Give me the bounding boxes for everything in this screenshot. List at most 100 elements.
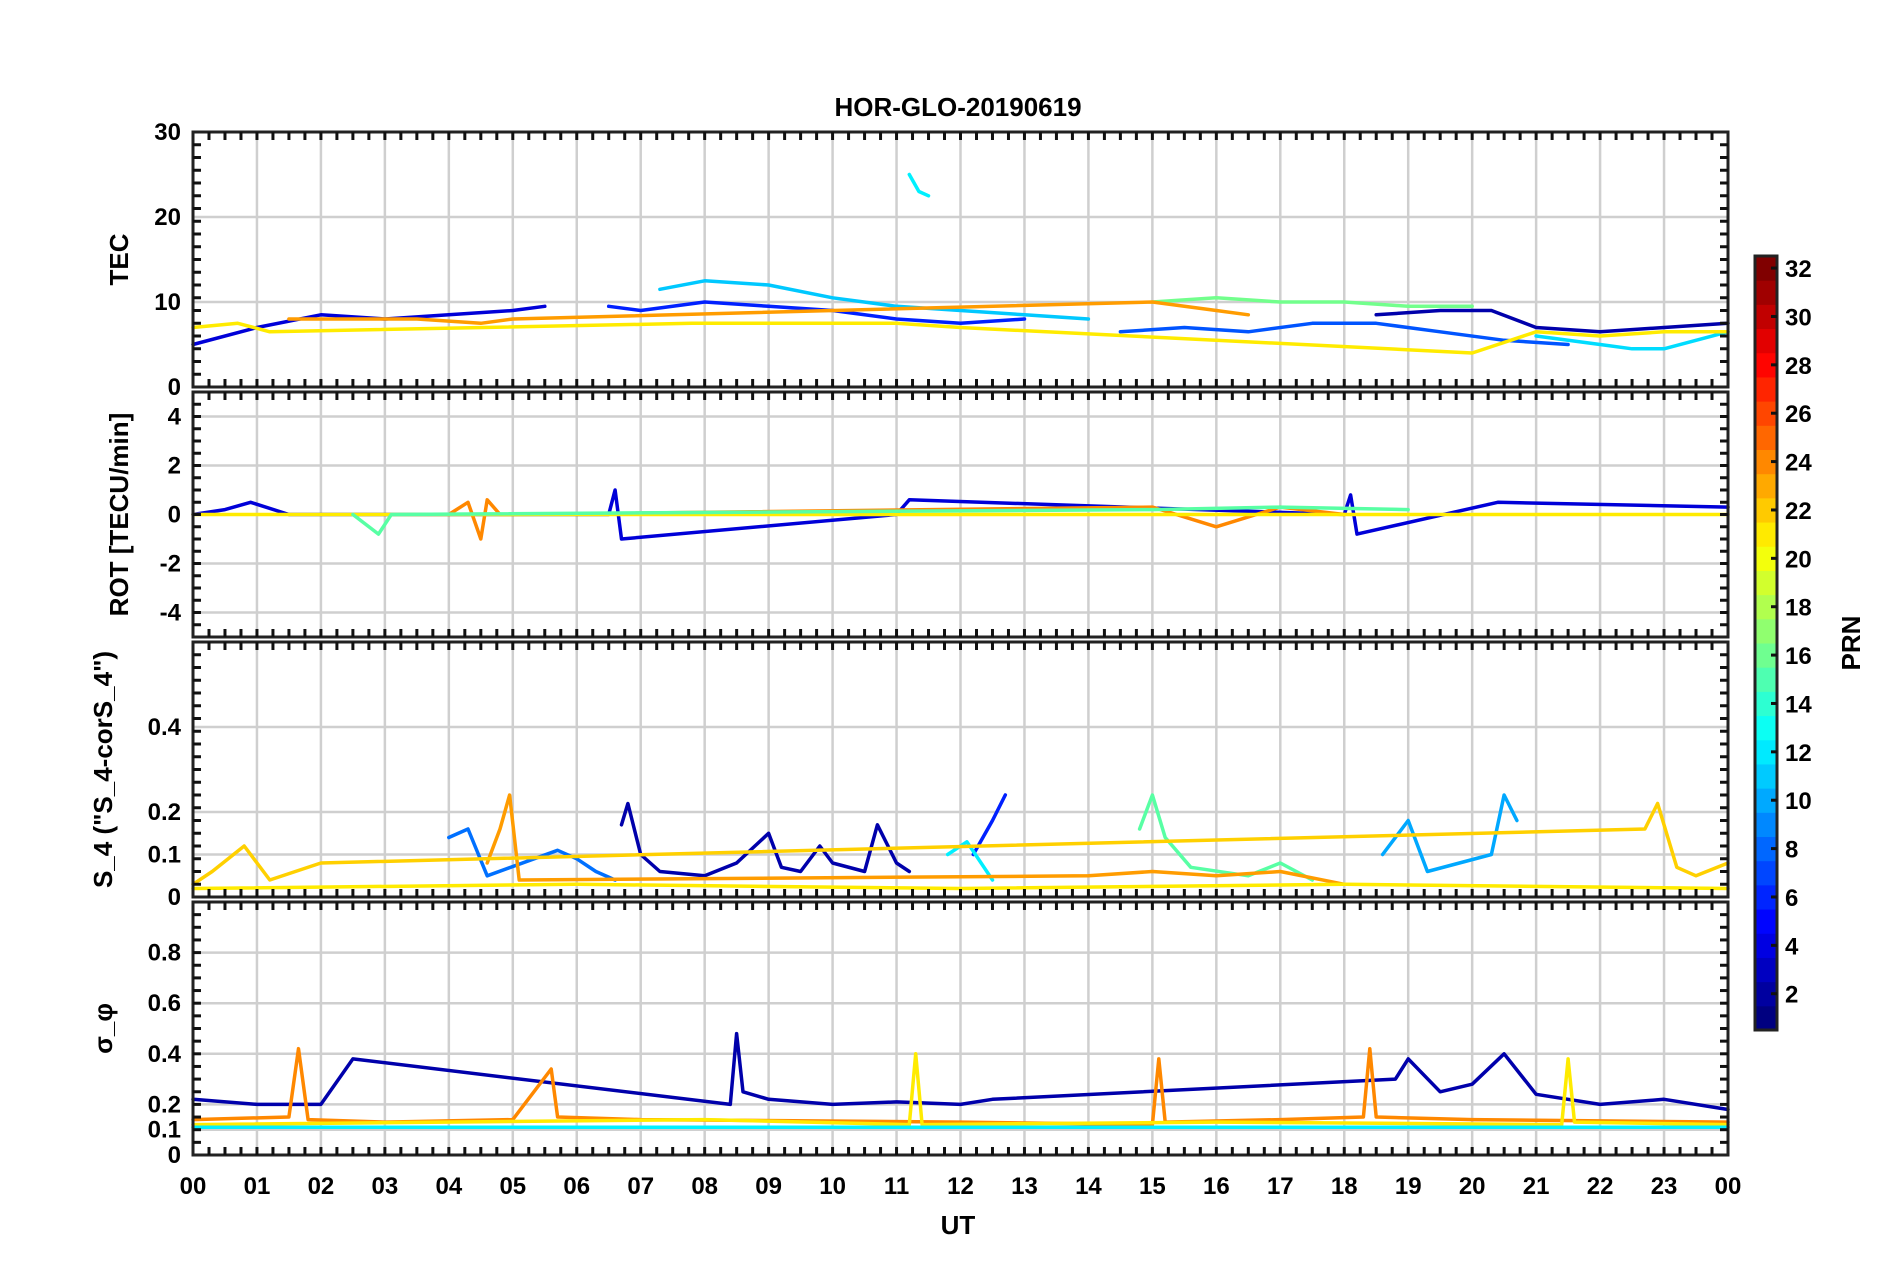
colorbar-tick-label: 6 [1785, 885, 1798, 912]
colorbar-label: PRN [1836, 616, 1866, 671]
x-tick-label: 12 [947, 1173, 974, 1200]
colorbar-tick-label: 28 [1785, 353, 1812, 380]
colorbar-tick-label: 10 [1785, 788, 1812, 815]
y-axis-label: ROT [TECU/min] [104, 413, 134, 617]
colorbar-swatch [1755, 522, 1777, 547]
series-prn-23 [191, 1046, 1730, 1127]
x-tick-label: 05 [499, 1173, 526, 1200]
y-tick-label: 0.4 [148, 714, 182, 741]
y-tick-label: 20 [154, 204, 181, 231]
x-tick-label: 06 [563, 1173, 590, 1200]
series-prn-13 [945, 840, 995, 882]
x-tick-label: 00 [1715, 1173, 1742, 1200]
x-tick-label: 18 [1331, 1173, 1358, 1200]
panel-s4: 0 0.1 0.2 0.4 S_4 ("S_4-corS_4") [88, 640, 1730, 911]
series-prn-2 [619, 801, 912, 878]
colorbar-swatch [1755, 618, 1777, 644]
colorbar-tick-label: 32 [1785, 256, 1812, 283]
y-tick-label: 4 [168, 404, 182, 431]
colorbar-tick-label: 24 [1785, 450, 1812, 477]
y-axis-label: S_4 ("S_4-corS_4") [88, 651, 118, 888]
colorbar-swatch [1755, 884, 1777, 910]
colorbar-tick-label: 18 [1785, 595, 1812, 622]
y-tick-label: 0 [168, 374, 181, 401]
y-tick-label: 10 [154, 289, 181, 316]
y-axis-label: σ_φ [88, 1003, 118, 1054]
colorbar-tick-label: 4 [1785, 933, 1799, 960]
series-prn-13 [907, 172, 931, 198]
series-prn-20 [191, 882, 1730, 891]
series-prn-23 [287, 300, 1251, 326]
panel-tec: 0 10 20 30 TEC [104, 119, 1730, 401]
colorbar-swatch [1755, 376, 1777, 402]
colorbar-swatch [1755, 909, 1777, 934]
y-tick-label: -4 [160, 600, 182, 627]
y-tick-label: 0.1 [148, 842, 181, 869]
x-tick-label: 15 [1139, 1173, 1166, 1200]
colorbar-swatch [1755, 788, 1777, 813]
panel-rot: -4 -2 0 2 4 ROT [TECU/min] [104, 390, 1730, 639]
colorbar-swatch [1755, 1005, 1777, 1031]
figure-title: HOR-GLO-20190619 [834, 92, 1081, 122]
series-prn-15 [351, 505, 1410, 536]
colorbar-swatch [1755, 546, 1777, 571]
colorbar-tick-label: 14 [1785, 691, 1812, 718]
series-prn-8 [447, 827, 617, 882]
x-tick-label: 10 [819, 1173, 846, 1200]
x-tick-label: 07 [627, 1173, 654, 1200]
x-tick-label: 04 [435, 1173, 462, 1200]
colorbar-swatch [1755, 449, 1777, 475]
x-tick-label: 09 [755, 1173, 782, 1200]
colorbar-swatch [1755, 401, 1777, 426]
y-tick-label: 0.8 [148, 940, 181, 967]
colorbar-swatch [1755, 497, 1777, 523]
colorbar-swatch [1755, 352, 1777, 378]
colorbar-tick-label: 2 [1785, 982, 1798, 1009]
colorbar-swatch [1755, 691, 1777, 717]
series-prn-16 [1150, 296, 1474, 309]
colorbar-swatch [1755, 328, 1777, 354]
x-tick-label: 13 [1011, 1173, 1038, 1200]
x-tick-label: 11 [884, 1173, 909, 1200]
colorbar-swatch [1755, 715, 1777, 741]
x-tick-label: 02 [308, 1173, 335, 1200]
y-axis-label: TEC [104, 233, 134, 285]
colorbar-swatch [1755, 812, 1777, 837]
series-prn-23 [485, 793, 1347, 887]
colorbar-swatch [1755, 957, 1777, 983]
y-tick-label: 0 [168, 884, 181, 911]
series-prn-3 [191, 488, 1730, 541]
x-tick-label: 23 [1651, 1173, 1678, 1200]
colorbar-swatch [1755, 594, 1777, 620]
series-prn-21 [191, 801, 1730, 887]
x-tick-labels: 00 01 02 03 04 05 06 07 08 09 10 11 12 13 14 15 16 17 18 19… [180, 1173, 1742, 1200]
series-prn-11 [658, 279, 1091, 321]
series-prn-20 [191, 1052, 1730, 1127]
colorbar-swatch [1755, 643, 1777, 668]
x-tick-label: 00 [180, 1173, 207, 1200]
colorbar-tick-label: 26 [1785, 401, 1812, 428]
colorbar-frame [1753, 254, 1779, 1032]
colorbar-tick-label: 20 [1785, 546, 1812, 573]
series-prn-5 [971, 793, 1008, 857]
y-tick-label: 0.6 [148, 990, 181, 1017]
colorbar-swatch [1755, 763, 1777, 789]
x-tick-label: 01 [244, 1173, 271, 1200]
panel-sigmaphi: 00.10.2 0.4 0.6 0.8 σ_φ [88, 900, 1730, 1169]
colorbar-swatch [1755, 256, 1777, 281]
colorbar-swatch [1755, 933, 1777, 958]
series-prn-12 [1534, 330, 1730, 351]
series-prn-15 [1137, 793, 1315, 882]
colorbar-tick-label: 16 [1785, 643, 1812, 670]
colorbar-tick-label: 30 [1785, 304, 1812, 331]
colorbar-swatch [1755, 473, 1777, 499]
y-tick-label: 0 [168, 1142, 181, 1169]
y-tick-label: 2 [168, 453, 181, 480]
y-tick-label: -2 [160, 551, 181, 578]
colorbar-swatch [1755, 667, 1777, 692]
colorbar-tick-label: 22 [1785, 498, 1812, 525]
colorbar-swatch [1755, 570, 1777, 596]
colorbar-swatch [1755, 739, 1777, 765]
y-tick-label: 30 [154, 119, 181, 146]
